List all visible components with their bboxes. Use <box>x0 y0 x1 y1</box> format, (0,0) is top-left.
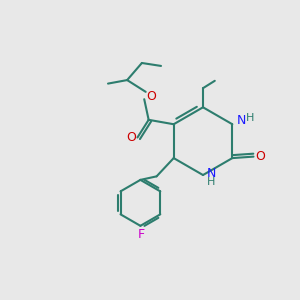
Text: O: O <box>126 131 136 144</box>
Text: O: O <box>255 150 265 163</box>
Text: N: N <box>237 114 246 127</box>
Text: H: H <box>246 113 254 123</box>
Text: F: F <box>137 228 145 241</box>
Text: N: N <box>207 167 216 180</box>
Text: O: O <box>146 90 156 103</box>
Text: H: H <box>207 176 215 187</box>
